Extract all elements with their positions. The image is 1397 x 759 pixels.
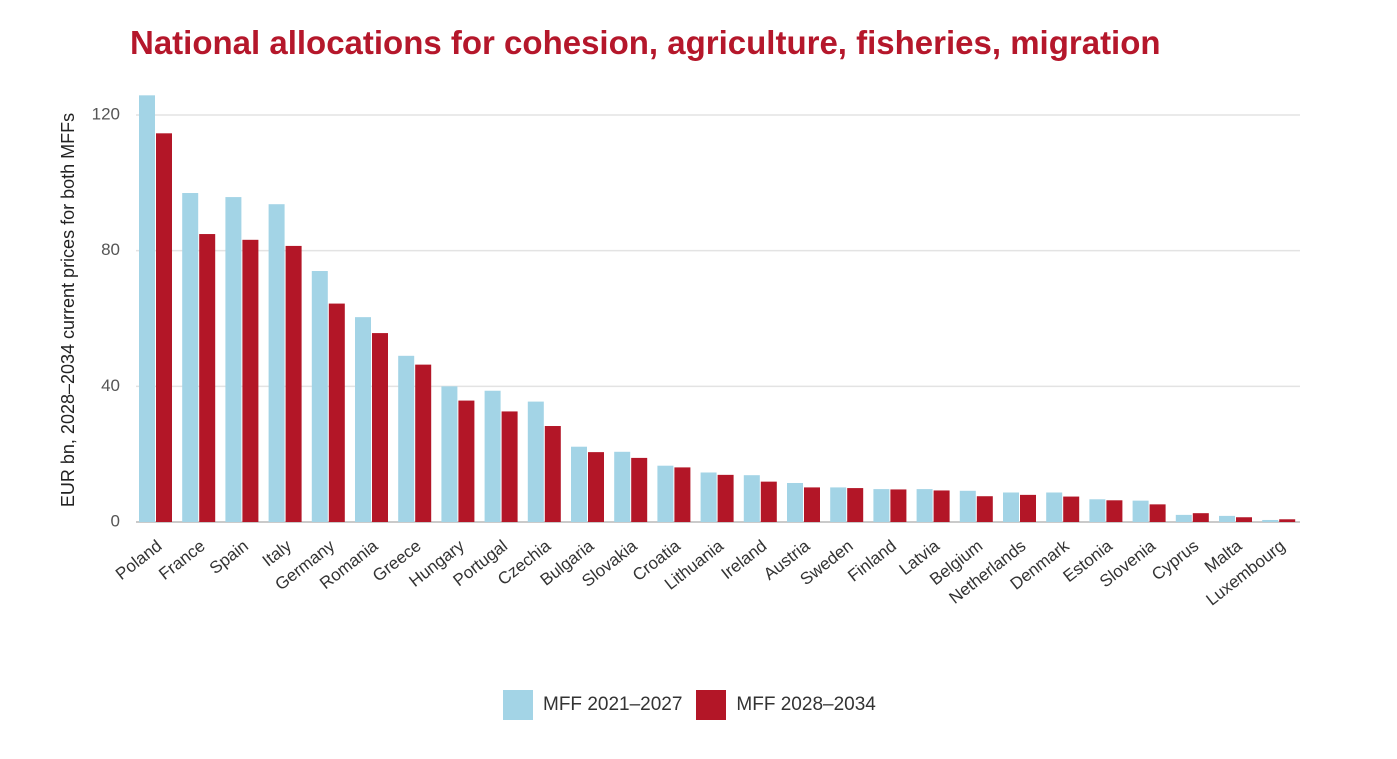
legend-label-2028-2034: MFF 2028–2034 xyxy=(736,694,876,715)
bar-ireland-mff-2028-2034 xyxy=(760,481,777,522)
bar-romania-mff-2028-2034 xyxy=(372,333,388,522)
chart-title: National allocations for cohesion, agric… xyxy=(130,24,1161,61)
bar-cyprus-mff-2021-2027 xyxy=(1175,514,1192,522)
bar-bulgaria-mff-2021-2027 xyxy=(571,446,587,522)
grid-lines xyxy=(136,114,1300,523)
x-tick-label-finland: Finland xyxy=(844,536,900,585)
x-tick-label-france: France xyxy=(155,536,208,584)
bar-sweden-mff-2028-2034 xyxy=(847,488,864,522)
y-tick-label-40: 40 xyxy=(101,376,120,395)
legend-swatch-2021-2027 xyxy=(503,690,533,720)
bar-france-mff-2028-2034 xyxy=(199,234,216,523)
bar-finland-mff-2021-2027 xyxy=(873,489,890,522)
legend: MFF 2021–2027 MFF 2028–2034 xyxy=(503,690,880,720)
bar-denmark-mff-2028-2034 xyxy=(1063,496,1080,522)
x-tick-label-poland: Poland xyxy=(112,536,165,584)
bar-lithuania-mff-2028-2034 xyxy=(717,474,734,522)
bar-czechia-mff-2028-2034 xyxy=(544,426,561,522)
bar-italy-mff-2028-2034 xyxy=(285,245,302,522)
bar-netherlands-mff-2028-2034 xyxy=(1020,494,1036,522)
bar-portugal-mff-2028-2034 xyxy=(501,411,518,522)
y-tick-label-120: 120 xyxy=(92,104,120,123)
bar-belgium-mff-2021-2027 xyxy=(959,490,976,522)
bar-luxembourg-mff-2028-2034 xyxy=(1279,519,1296,522)
bar-germany-mff-2028-2034 xyxy=(328,303,345,522)
bar-slovenia-mff-2028-2034 xyxy=(1149,504,1166,522)
bar-greece-mff-2028-2034 xyxy=(415,364,432,522)
bar-malta-mff-2021-2027 xyxy=(1219,515,1235,522)
bar-austria-mff-2028-2034 xyxy=(804,487,820,522)
bar-sweden-mff-2021-2027 xyxy=(830,487,847,522)
bar-slovenia-mff-2021-2027 xyxy=(1132,500,1149,522)
bar-slovakia-mff-2021-2027 xyxy=(614,451,631,522)
bars xyxy=(139,95,1296,523)
bar-hungary-mff-2021-2027 xyxy=(441,386,458,522)
bar-poland-mff-2021-2027 xyxy=(139,95,155,522)
bar-czechia-mff-2021-2027 xyxy=(527,401,544,522)
bar-finland-mff-2028-2034 xyxy=(890,489,907,522)
legend-item-2021-2027: MFF 2021–2027 xyxy=(503,690,682,720)
bar-croatia-mff-2021-2027 xyxy=(657,465,674,522)
bar-spain-mff-2021-2027 xyxy=(225,197,242,522)
bar-estonia-mff-2028-2034 xyxy=(1106,500,1123,522)
bar-luxembourg-mff-2021-2027 xyxy=(1262,519,1279,522)
bar-lithuania-mff-2021-2027 xyxy=(700,472,717,522)
x-tick-label-spain: Spain xyxy=(206,536,252,578)
y-tick-label-80: 80 xyxy=(101,240,120,259)
legend-label-2021-2027: MFF 2021–2027 xyxy=(543,694,683,715)
bar-latvia-mff-2021-2027 xyxy=(916,489,933,522)
legend-item-2028-2034: MFF 2028–2034 xyxy=(696,690,876,720)
bar-portugal-mff-2021-2027 xyxy=(484,390,501,522)
bar-slovakia-mff-2028-2034 xyxy=(631,457,648,522)
bar-poland-mff-2028-2034 xyxy=(156,133,172,522)
bar-bulgaria-mff-2028-2034 xyxy=(588,452,604,522)
bar-ireland-mff-2021-2027 xyxy=(743,475,760,522)
y-axis-label: EUR bn, 2028–2034 current prices for bot… xyxy=(58,113,78,507)
bar-spain-mff-2028-2034 xyxy=(242,239,259,522)
bar-austria-mff-2021-2027 xyxy=(787,482,803,522)
bar-latvia-mff-2028-2034 xyxy=(933,490,950,522)
bar-malta-mff-2028-2034 xyxy=(1236,517,1252,522)
bar-italy-mff-2021-2027 xyxy=(268,204,285,522)
x-tick-label-cyprus: Cyprus xyxy=(1148,536,1202,584)
bar-hungary-mff-2028-2034 xyxy=(458,400,475,522)
bar-belgium-mff-2028-2034 xyxy=(976,496,993,522)
bar-estonia-mff-2021-2027 xyxy=(1089,499,1106,522)
bar-romania-mff-2021-2027 xyxy=(355,317,371,522)
bar-france-mff-2021-2027 xyxy=(182,193,199,522)
bar-cyprus-mff-2028-2034 xyxy=(1192,513,1209,522)
bar-netherlands-mff-2021-2027 xyxy=(1003,492,1019,522)
bar-greece-mff-2021-2027 xyxy=(398,355,415,522)
legend-swatch-2028-2034 xyxy=(696,690,727,720)
y-axis-ticks: 0 40 80 120 xyxy=(92,104,120,530)
bar-germany-mff-2021-2027 xyxy=(311,271,328,522)
y-tick-label-0: 0 xyxy=(111,511,120,530)
x-tick-label-ireland: Ireland xyxy=(718,536,771,583)
bar-denmark-mff-2021-2027 xyxy=(1046,492,1063,522)
bar-croatia-mff-2028-2034 xyxy=(674,467,691,522)
